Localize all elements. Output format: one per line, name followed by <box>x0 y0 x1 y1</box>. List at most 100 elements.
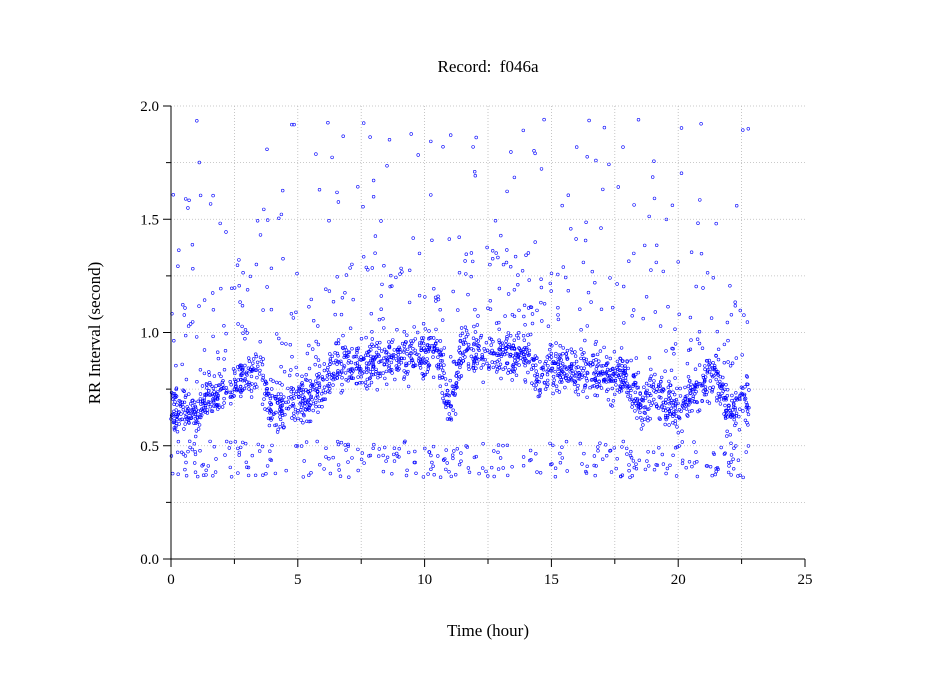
data-point <box>621 368 625 373</box>
data-point <box>599 386 604 390</box>
data-point <box>610 386 614 391</box>
data-point <box>292 404 296 408</box>
data-point <box>556 317 561 322</box>
data-point <box>343 353 347 358</box>
data-point <box>517 308 521 312</box>
data-point <box>696 221 700 225</box>
data-point <box>247 356 251 360</box>
data-point <box>174 408 178 412</box>
data-point <box>530 321 535 326</box>
data-point <box>270 393 274 398</box>
data-point <box>290 122 294 127</box>
data-point <box>375 388 379 392</box>
data-point <box>553 361 557 365</box>
data-point <box>337 468 341 472</box>
data-point <box>258 340 262 344</box>
data-point <box>409 351 413 355</box>
data-point <box>342 364 347 368</box>
data-point <box>515 352 520 356</box>
data-point <box>554 354 558 358</box>
data-point <box>278 381 282 385</box>
data-point <box>278 425 282 429</box>
data-point <box>247 387 251 391</box>
data-point <box>602 125 607 130</box>
data-point <box>635 416 639 420</box>
data-point <box>350 456 354 460</box>
data-point <box>410 341 414 345</box>
data-point <box>321 389 326 393</box>
data-point <box>413 363 418 367</box>
data-point <box>451 456 455 461</box>
data-point <box>384 351 388 355</box>
data-point <box>185 405 189 409</box>
data-point <box>302 413 306 418</box>
data-point <box>599 226 603 230</box>
data-point <box>733 408 737 412</box>
data-point <box>723 451 727 455</box>
data-point <box>420 372 424 376</box>
data-point <box>456 370 460 374</box>
data-point <box>505 189 509 194</box>
data-point <box>367 376 372 381</box>
data-point <box>632 465 636 470</box>
data-point <box>734 444 738 448</box>
data-point <box>324 446 328 450</box>
data-point <box>496 450 500 454</box>
data-point <box>297 395 301 399</box>
data-point <box>546 364 550 368</box>
data-point <box>349 376 353 380</box>
data-point <box>238 300 242 304</box>
data-point <box>499 376 503 381</box>
data-point <box>375 354 379 358</box>
data-point <box>524 347 529 352</box>
data-point <box>679 171 684 175</box>
data-point <box>471 357 475 361</box>
data-point <box>471 348 476 352</box>
data-point <box>304 377 308 382</box>
data-point <box>206 464 211 468</box>
data-point <box>729 453 734 457</box>
data-point <box>409 339 413 343</box>
data-point <box>513 254 518 259</box>
data-point <box>666 305 670 309</box>
data-point <box>404 363 409 367</box>
data-point <box>236 365 240 369</box>
data-point <box>261 308 265 312</box>
data-point <box>318 463 322 467</box>
data-point <box>546 368 550 372</box>
data-point <box>281 188 285 193</box>
data-point <box>642 417 647 421</box>
data-point <box>411 347 415 351</box>
data-point <box>445 417 450 421</box>
data-point <box>289 312 294 316</box>
data-point <box>685 394 689 398</box>
data-point <box>387 138 392 142</box>
data-point <box>188 322 193 326</box>
data-point <box>739 393 743 397</box>
data-point <box>732 446 736 450</box>
data-point <box>243 337 247 341</box>
data-point <box>176 411 181 415</box>
data-point <box>595 352 600 357</box>
data-point <box>705 399 710 404</box>
data-point <box>343 443 347 447</box>
data-point <box>183 411 187 415</box>
data-point <box>426 472 430 476</box>
data-point <box>230 286 234 290</box>
data-point <box>431 349 435 354</box>
data-point <box>309 297 313 302</box>
x-tick-label: 25 <box>798 572 813 588</box>
data-point <box>710 374 715 379</box>
data-point <box>645 388 649 393</box>
data-point <box>459 451 463 455</box>
data-point <box>347 375 352 379</box>
data-point <box>303 404 307 408</box>
data-point <box>335 351 340 356</box>
data-point <box>716 370 720 374</box>
data-point <box>717 394 722 399</box>
data-point <box>559 378 563 382</box>
data-point <box>438 350 442 354</box>
data-point <box>642 405 646 410</box>
data-point <box>675 386 679 391</box>
data-point <box>462 337 467 342</box>
